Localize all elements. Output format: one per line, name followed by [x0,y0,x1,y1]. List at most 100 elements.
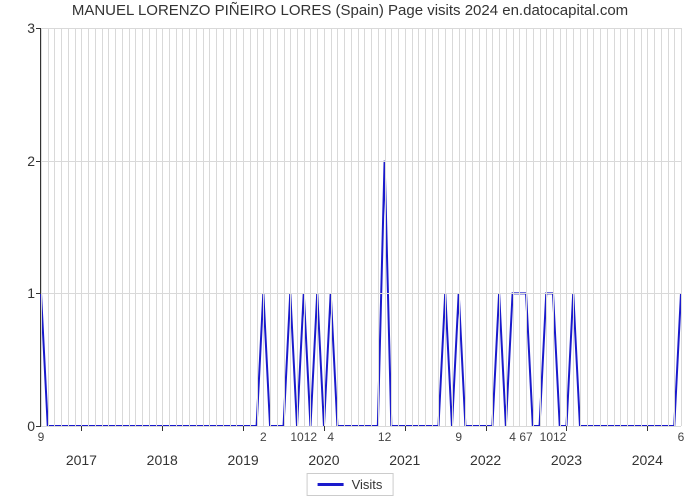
x-gridline [81,28,82,426]
x-gridline [250,28,251,426]
x-gridline [506,28,507,426]
x-gridline [566,28,567,426]
x-gridline [425,28,426,426]
x-gridline [304,28,305,426]
x-tick-label: 2017 [66,452,97,468]
x-gridline [270,28,271,426]
x-gridline [236,28,237,426]
x-gridline [129,28,130,426]
x-gridline [486,28,487,426]
x-gridline [580,28,581,426]
x-gridline [317,28,318,426]
x-gridline [149,28,150,426]
y-tick-mark [36,161,41,162]
x-gridline [479,28,480,426]
x-gridline [540,28,541,426]
x-gridline [88,28,89,426]
chart-container: MANUEL LORENZO PIÑEIRO LORES (Spain) Pag… [0,0,700,500]
y-tick-label: 3 [27,20,35,36]
x-gridline [189,28,190,426]
x-gridline [526,28,527,426]
x-gridline [492,28,493,426]
x-gridline [284,28,285,426]
x-gridline [472,28,473,426]
x-gridline [142,28,143,426]
x-gridline [607,28,608,426]
point-label: 1012 [290,430,317,444]
x-gridline [465,28,466,426]
x-gridline [438,28,439,426]
x-gridline [243,28,244,426]
x-tick-mark [162,426,163,431]
x-gridline [344,28,345,426]
x-gridline [674,28,675,426]
x-gridline [230,28,231,426]
x-gridline [519,28,520,426]
x-gridline [324,28,325,426]
x-gridline [156,28,157,426]
x-gridline [176,28,177,426]
x-gridline [351,28,352,426]
x-gridline [378,28,379,426]
x-tick-label: 2020 [308,452,339,468]
x-gridline [412,28,413,426]
x-tick-mark [243,426,244,431]
x-gridline [337,28,338,426]
x-gridline [115,28,116,426]
x-gridline [553,28,554,426]
y-gridline [41,293,681,294]
x-gridline [297,28,298,426]
x-gridline [398,28,399,426]
y-tick-label: 0 [27,418,35,434]
x-gridline [593,28,594,426]
x-gridline [68,28,69,426]
x-gridline [405,28,406,426]
x-gridline [391,28,392,426]
x-gridline [445,28,446,426]
y-tick-label: 1 [27,285,35,301]
x-tick-mark [647,426,648,431]
x-gridline [290,28,291,426]
x-gridline [668,28,669,426]
x-gridline [257,28,258,426]
x-gridline [216,28,217,426]
x-gridline [641,28,642,426]
x-gridline [661,28,662,426]
x-gridline [223,28,224,426]
point-label: 6 [678,430,685,444]
x-gridline [432,28,433,426]
x-gridline [108,28,109,426]
x-gridline [162,28,163,426]
x-gridline [75,28,76,426]
y-tick-mark [36,426,41,427]
point-label: 12 [378,430,391,444]
plot-area: 0123201720182019202020212022202320249210… [40,28,681,427]
x-gridline [95,28,96,426]
x-tick-label: 2023 [551,452,582,468]
x-tick-mark [405,426,406,431]
x-tick-label: 2021 [389,452,420,468]
x-tick-mark [486,426,487,431]
x-gridline [418,28,419,426]
legend: Visits [307,473,394,496]
x-gridline [364,28,365,426]
x-gridline [371,28,372,426]
x-gridline [41,28,42,426]
point-label: 9 [455,430,462,444]
x-tick-label: 2022 [470,452,501,468]
x-gridline [209,28,210,426]
x-gridline [560,28,561,426]
x-tick-label: 2024 [632,452,663,468]
x-gridline [122,28,123,426]
x-gridline [102,28,103,426]
x-gridline [277,28,278,426]
x-gridline [61,28,62,426]
point-label: 4 [509,430,516,444]
x-gridline [331,28,332,426]
x-gridline [203,28,204,426]
y-gridline [41,28,681,29]
x-gridline [54,28,55,426]
x-gridline [48,28,49,426]
y-tick-mark [36,28,41,29]
x-gridline [499,28,500,426]
